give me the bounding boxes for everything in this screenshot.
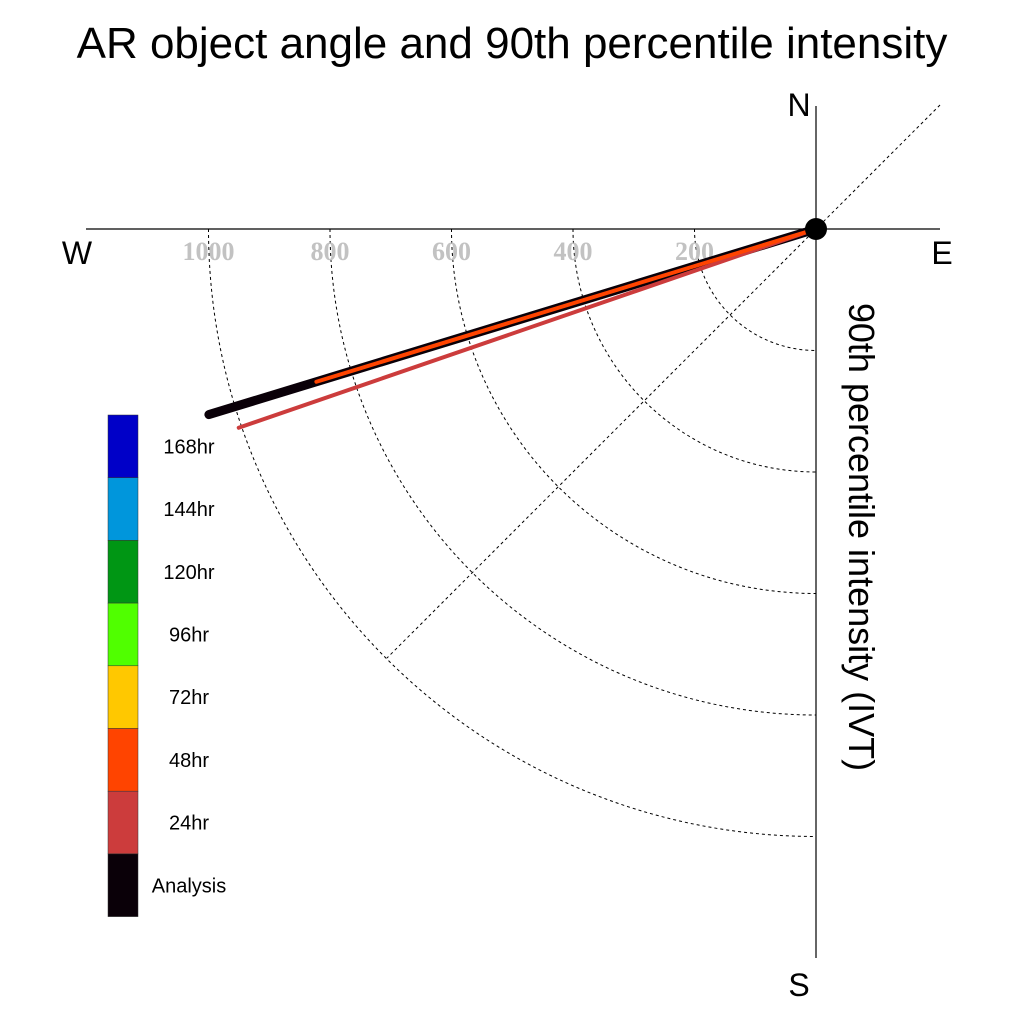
legend-swatch [107, 853, 139, 917]
vector-24hr [236, 227, 818, 430]
legend-label: 168hr [163, 436, 214, 458]
legend-swatch [107, 540, 139, 604]
compass-west: W [62, 235, 93, 271]
radial-tick-label: 800 [311, 237, 350, 266]
legend-label: Analysis [152, 875, 226, 897]
legend-label: 144hr [163, 499, 214, 521]
compass-north: N [787, 87, 810, 123]
legend-label: 48hr [169, 750, 209, 772]
radial-tick-label: 400 [554, 237, 593, 266]
radial-ring [329, 228, 817, 716]
radial-ring [694, 228, 817, 351]
intensity-vectors [204, 224, 821, 430]
radial-ring [451, 228, 817, 594]
chart-title: AR object angle and 90th percentile inte… [77, 19, 948, 68]
legend-swatch [107, 477, 139, 541]
radial-tick-label: 1000 [183, 237, 235, 266]
legend-label: 120hr [163, 562, 214, 584]
legend-swatch [107, 790, 139, 855]
legend-label: 24hr [169, 813, 209, 835]
chart-grid [86, 104, 941, 958]
origin-marker [805, 218, 827, 240]
legend-swatch [107, 602, 139, 667]
legend-swatch [107, 414, 139, 478]
radial-rings [208, 228, 817, 837]
legend: 168hr 144hr 120hr 96hr 72hr 48hr 24hr Analysis [107, 414, 226, 917]
radial-ring [572, 228, 817, 473]
radial-ring [208, 228, 817, 837]
compass-east: E [931, 235, 952, 271]
legend-label: 72hr [169, 687, 209, 709]
diagonal-gridline [386, 104, 941, 659]
legend-swatch [107, 728, 139, 792]
y-axis-label: 90th percentile intensity (IVT) [841, 303, 882, 771]
compass-south: S [788, 967, 809, 1003]
radial-tick-label: 600 [432, 237, 471, 266]
legend-label: 96hr [169, 624, 209, 646]
legend-swatch [107, 665, 139, 729]
vector-48hr [314, 227, 818, 384]
